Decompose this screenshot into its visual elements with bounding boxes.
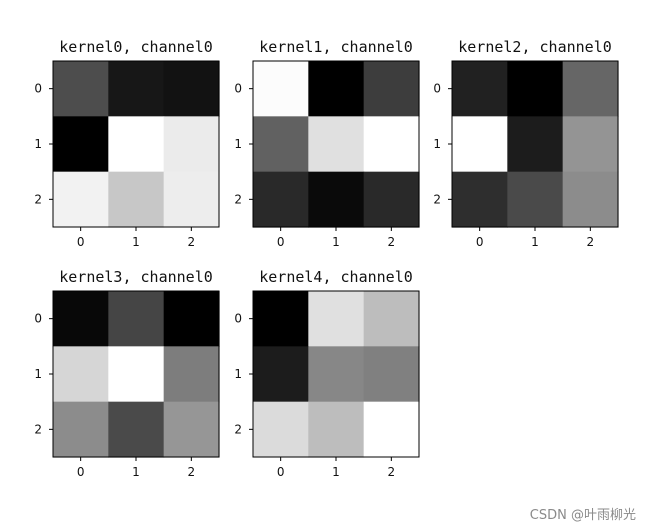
heatmap-cell-0-0-2 [163, 61, 220, 117]
heatmap-cell-2-2-2 [562, 171, 619, 228]
x-tick-label-3-1: 1 [132, 465, 140, 479]
panel-title-0: kernel0, channel0 [59, 38, 213, 56]
heatmap-cell-4-1-2 [363, 346, 420, 403]
heatmap-cell-1-1-2 [363, 116, 420, 173]
heatmap-cell-0-1-2 [163, 116, 220, 173]
y-tick-label-1-1: 1 [234, 137, 242, 151]
panel-title-2: kernel2, channel0 [458, 38, 612, 56]
heatmap-panel-0: kernel0, channel0 0 1 2 0 1 2 [34, 38, 220, 249]
heatmap-cell-2-1-0 [452, 116, 508, 173]
x-tick-label-4-2: 2 [388, 465, 396, 479]
heatmap-cell-0-2-1 [108, 171, 165, 228]
x-tick-label-3-0: 0 [77, 465, 85, 479]
heatmap-panel-2: kernel2, channel0 0 1 2 0 1 2 [433, 38, 619, 249]
y-tick-label-0-2: 2 [34, 192, 42, 206]
y-tick-label-3-0: 0 [34, 312, 42, 326]
heatmap-cell-3-2-0 [53, 401, 109, 458]
heatmap-cell-1-2-2 [363, 171, 420, 228]
y-tick-label-4-2: 2 [234, 422, 242, 436]
x-tick-label-4-1: 1 [332, 465, 340, 479]
x-tick-label-1-0: 0 [277, 235, 285, 249]
heatmap-cell-1-2-0 [253, 171, 309, 228]
watermark: CSDN @叶雨柳光 [529, 508, 636, 523]
heatmap-cell-4-0-0 [253, 291, 309, 347]
heatmap-cell-3-2-1 [108, 401, 165, 458]
y-tick-label-2-0: 0 [433, 82, 441, 96]
heatmap-cell-1-0-0 [253, 61, 309, 117]
heatmap-cell-3-2-2 [163, 401, 220, 458]
y-tick-label-0-0: 0 [34, 82, 42, 96]
heatmap-cell-1-0-2 [363, 61, 420, 117]
x-tick-label-2-1: 1 [531, 235, 539, 249]
heatmap-cell-2-0-0 [452, 61, 508, 117]
heatmap-panel-3: kernel3, channel0 0 1 2 0 1 2 [34, 268, 220, 479]
heatmap-cell-2-0-1 [507, 61, 564, 117]
heatmap-cell-4-2-2 [363, 401, 420, 458]
panel-title-3: kernel3, channel0 [59, 268, 213, 286]
heatmap-cell-0-2-0 [53, 171, 109, 228]
y-tick-label-1-0: 0 [234, 82, 242, 96]
heatmap-cell-4-0-2 [363, 291, 420, 347]
heatmap-cell-4-2-1 [308, 401, 365, 458]
heatmap-cell-0-0-0 [53, 61, 109, 117]
heatmap-cell-1-1-1 [308, 116, 365, 173]
heatmap-cell-2-2-0 [452, 171, 508, 228]
heatmap-cell-0-1-0 [53, 116, 109, 173]
y-tick-label-1-2: 2 [234, 192, 242, 206]
heatmap-cell-3-1-2 [163, 346, 220, 403]
heatmap-cell-4-2-0 [253, 401, 309, 458]
heatmap-cell-3-0-2 [163, 291, 220, 347]
heatmap-cell-4-1-1 [308, 346, 365, 403]
heatmap-cell-3-1-0 [53, 346, 109, 403]
heatmap-cell-2-1-2 [562, 116, 619, 173]
heatmap-cell-0-0-1 [108, 61, 165, 117]
heatmap-cell-1-0-1 [308, 61, 365, 117]
heatmap-cell-0-2-2 [163, 171, 220, 228]
x-tick-label-2-2: 2 [587, 235, 595, 249]
y-tick-label-3-1: 1 [34, 367, 42, 381]
x-tick-label-0-1: 1 [132, 235, 140, 249]
y-tick-label-4-0: 0 [234, 312, 242, 326]
heatmap-cell-3-1-1 [108, 346, 165, 403]
heatmap-panel-4: kernel4, channel0 0 1 2 0 1 2 [234, 268, 420, 479]
x-tick-label-0-2: 2 [188, 235, 196, 249]
panel-title-4: kernel4, channel0 [259, 268, 413, 286]
heatmap-cell-0-1-1 [108, 116, 165, 173]
y-tick-label-0-1: 1 [34, 137, 42, 151]
heatmap-cell-3-0-0 [53, 291, 109, 347]
heatmap-cell-2-0-2 [562, 61, 619, 117]
heatmap-cell-2-2-1 [507, 171, 564, 228]
x-tick-label-3-2: 2 [188, 465, 196, 479]
heatmap-panel-1: kernel1, channel0 0 1 2 0 1 2 [234, 38, 420, 249]
y-tick-label-3-2: 2 [34, 422, 42, 436]
x-tick-label-4-0: 0 [277, 465, 285, 479]
y-tick-label-4-1: 1 [234, 367, 242, 381]
heatmap-cell-1-2-1 [308, 171, 365, 228]
heatmap-cell-1-1-0 [253, 116, 309, 173]
x-tick-label-1-1: 1 [332, 235, 340, 249]
x-tick-label-1-2: 2 [388, 235, 396, 249]
heatmap-cell-3-0-1 [108, 291, 165, 347]
y-tick-label-2-1: 1 [433, 137, 441, 151]
y-tick-label-2-2: 2 [433, 192, 441, 206]
x-tick-label-0-0: 0 [77, 235, 85, 249]
heatmap-cell-4-1-0 [253, 346, 309, 403]
heatmap-cell-4-0-1 [308, 291, 365, 347]
heatmap-cell-2-1-1 [507, 116, 564, 173]
x-tick-label-2-0: 0 [476, 235, 484, 249]
panel-title-1: kernel1, channel0 [259, 38, 413, 56]
